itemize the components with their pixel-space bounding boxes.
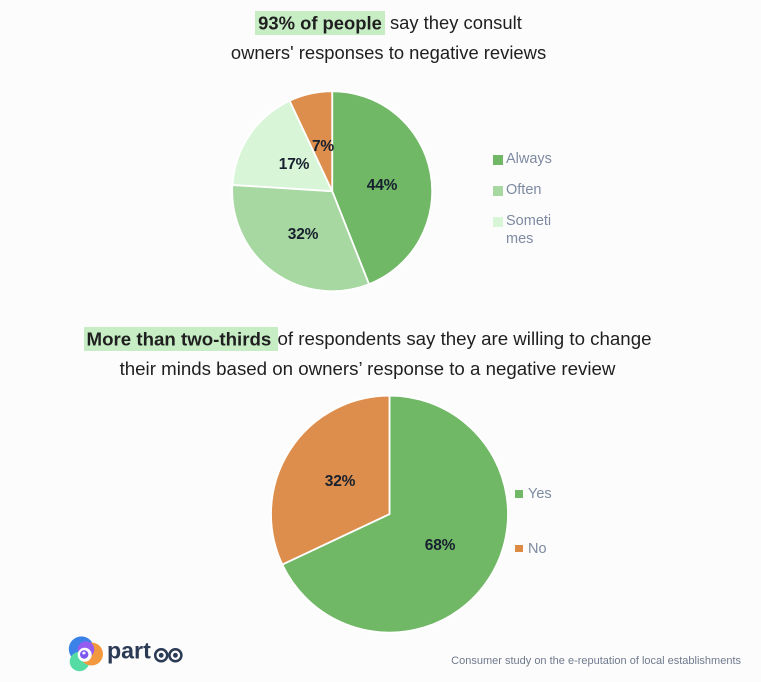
svg-text:part: part xyxy=(107,638,151,664)
